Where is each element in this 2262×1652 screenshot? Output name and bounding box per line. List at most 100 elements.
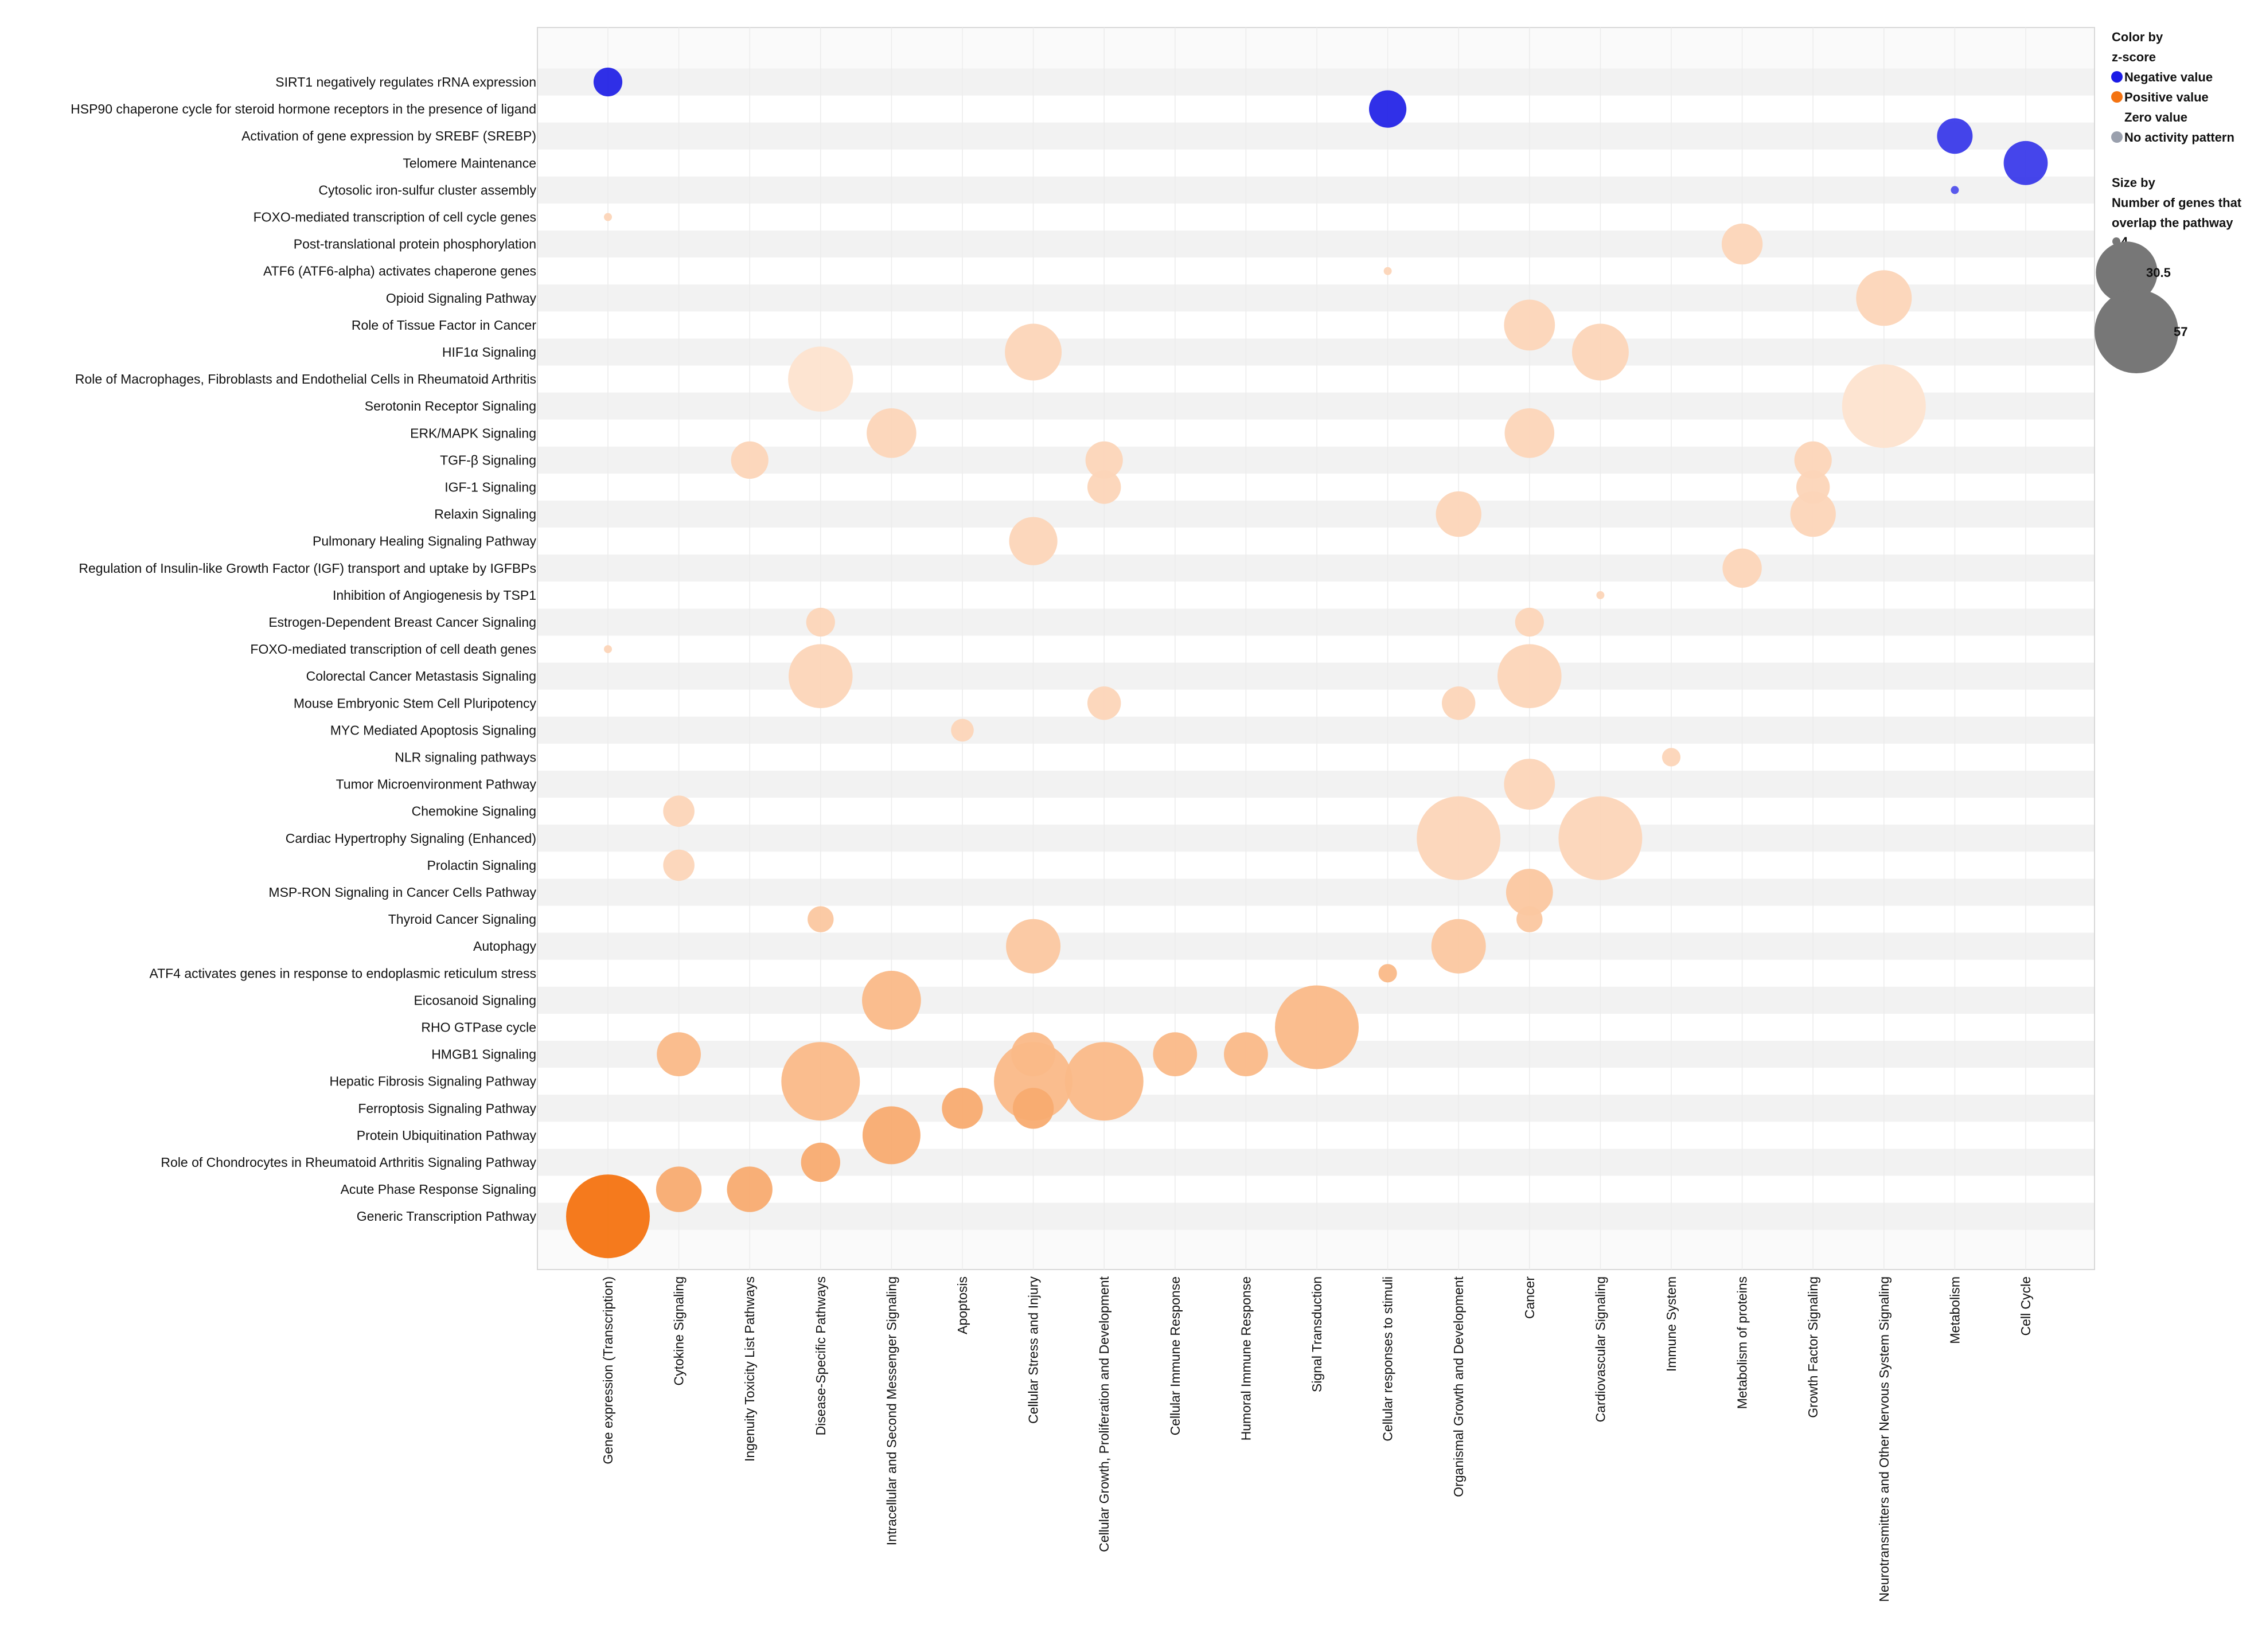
column-label: Cellular Immune Response: [1168, 1276, 1183, 1435]
row-band: [538, 581, 2094, 609]
row-band: [538, 95, 2094, 123]
bubble: [604, 213, 612, 221]
bubble: [1842, 364, 1926, 448]
bubble: [1006, 919, 1061, 974]
bubble: [1571, 323, 1629, 381]
row-label: Role of Chondrocytes in Rheumatoid Arthr…: [161, 1155, 536, 1170]
bubble: [657, 1032, 701, 1076]
column-label: Cellular Stress and Injury: [1026, 1276, 1041, 1424]
bubble: [1087, 470, 1121, 504]
legend-negative-label: Negative value: [2124, 70, 2213, 84]
row-band: [538, 905, 2094, 933]
row-label: Activation of gene expression by SREBF (…: [241, 128, 536, 143]
bubble: [1436, 491, 1481, 537]
row-band: [538, 959, 2094, 987]
row-band: [538, 1149, 2094, 1176]
plot-area: [537, 27, 2095, 1270]
row-band: [538, 662, 2094, 690]
bubble: [663, 795, 695, 827]
bubble: [2003, 140, 2048, 185]
row-band: [538, 231, 2094, 258]
bubble: [1504, 759, 1555, 810]
row-band: [538, 446, 2094, 474]
row-band: [538, 771, 2094, 798]
legend-no-activity-swatch: [2111, 131, 2123, 143]
row-band: [538, 528, 2094, 555]
bubble: [789, 644, 853, 708]
bubble: [604, 645, 612, 654]
size-legend-title-1: Size by: [2112, 175, 2156, 190]
row-label: FOXO-mediated transcription of cell cycl…: [253, 210, 536, 225]
bubble: [1369, 90, 1407, 128]
bubble: [1506, 869, 1553, 916]
row-band: [538, 798, 2094, 825]
column-label: Immune System: [1664, 1276, 1679, 1372]
bubble: [1596, 591, 1605, 599]
column-label: Cell Cycle: [2018, 1276, 2033, 1336]
bubble: [1005, 323, 1062, 381]
row-label: HMGB1 Signaling: [431, 1047, 536, 1062]
column-label: Metabolism of proteins: [1735, 1276, 1750, 1409]
column-label: Ingenuity Toxicity List Pathways: [742, 1276, 757, 1462]
bubble: [788, 346, 853, 412]
bubble: [942, 1088, 983, 1129]
row-label: Role of Tissue Factor in Cancer: [352, 318, 536, 333]
bubble: [1790, 491, 1836, 537]
bubble: [867, 408, 916, 458]
column-label: Apoptosis: [955, 1276, 970, 1334]
column-label: Cellular Growth, Proliferation and Devel…: [1097, 1276, 1112, 1552]
row-label: HIF1α Signaling: [442, 345, 536, 360]
bubble: [1378, 964, 1397, 983]
row-band: [538, 68, 2094, 96]
bubble: [566, 1174, 650, 1259]
column-label: Cancer: [1522, 1276, 1537, 1319]
row-label: Telomere Maintenance: [403, 155, 536, 170]
bubble: [1011, 1032, 1055, 1076]
row-label: Eicosanoid Signaling: [414, 993, 536, 1007]
bubble: [1937, 118, 1973, 154]
column-label: Growth Factor Signaling: [1805, 1276, 1820, 1418]
row-band: [538, 122, 2094, 150]
row-label: TGF-β Signaling: [440, 452, 536, 467]
row-band: [538, 932, 2094, 960]
row-label: Generic Transcription Pathway: [357, 1209, 537, 1224]
bubble: [1796, 470, 1830, 504]
color-legend-title-2: z-score: [2112, 50, 2156, 64]
row-band: [538, 635, 2094, 663]
legend: Color by z-score Negative value Positive…: [2095, 30, 2242, 373]
size-legend-title-3: overlap the pathway: [2112, 216, 2233, 230]
row-band: [538, 149, 2094, 177]
row-band: [538, 1202, 2094, 1230]
row-label: Acute Phase Response Signaling: [341, 1182, 536, 1197]
row-band: [538, 743, 2094, 771]
column-label: Neurotransmitters and Other Nervous Syst…: [1877, 1276, 1891, 1602]
row-label: Serotonin Receptor Signaling: [365, 399, 536, 413]
bubble: [1224, 1032, 1268, 1076]
row-band: [538, 203, 2094, 231]
row-band: [538, 338, 2094, 366]
column-label: Humoral Immune Response: [1238, 1276, 1253, 1440]
bubble: [656, 1166, 702, 1212]
row-band: [538, 501, 2094, 528]
bubble: [1516, 906, 1543, 932]
bubble: [1504, 408, 1555, 458]
legend-zero-swatch: [2111, 111, 2123, 123]
column-label: Disease-Specific Pathways: [813, 1276, 828, 1435]
size-legend-medium-label: 30.5: [2146, 265, 2171, 280]
bubble: [1275, 985, 1359, 1069]
bubble: [1856, 270, 1912, 326]
row-band: [538, 716, 2094, 744]
color-legend-title-1: Color by: [2112, 30, 2163, 44]
row-band: [538, 878, 2094, 906]
bubble: [727, 1166, 773, 1212]
bubble: [1721, 223, 1763, 265]
bubbles: [566, 67, 2048, 1259]
bubble: [663, 849, 695, 881]
row-band: [538, 608, 2094, 636]
bubble: [1504, 299, 1555, 351]
bubble: [1012, 1088, 1054, 1129]
row-label: Pulmonary Healing Signaling Pathway: [313, 534, 536, 549]
bubble: [1951, 186, 1959, 194]
size-legend-medium: [2096, 241, 2158, 303]
row-label: HSP90 chaperone cycle for steroid hormon…: [71, 101, 536, 116]
